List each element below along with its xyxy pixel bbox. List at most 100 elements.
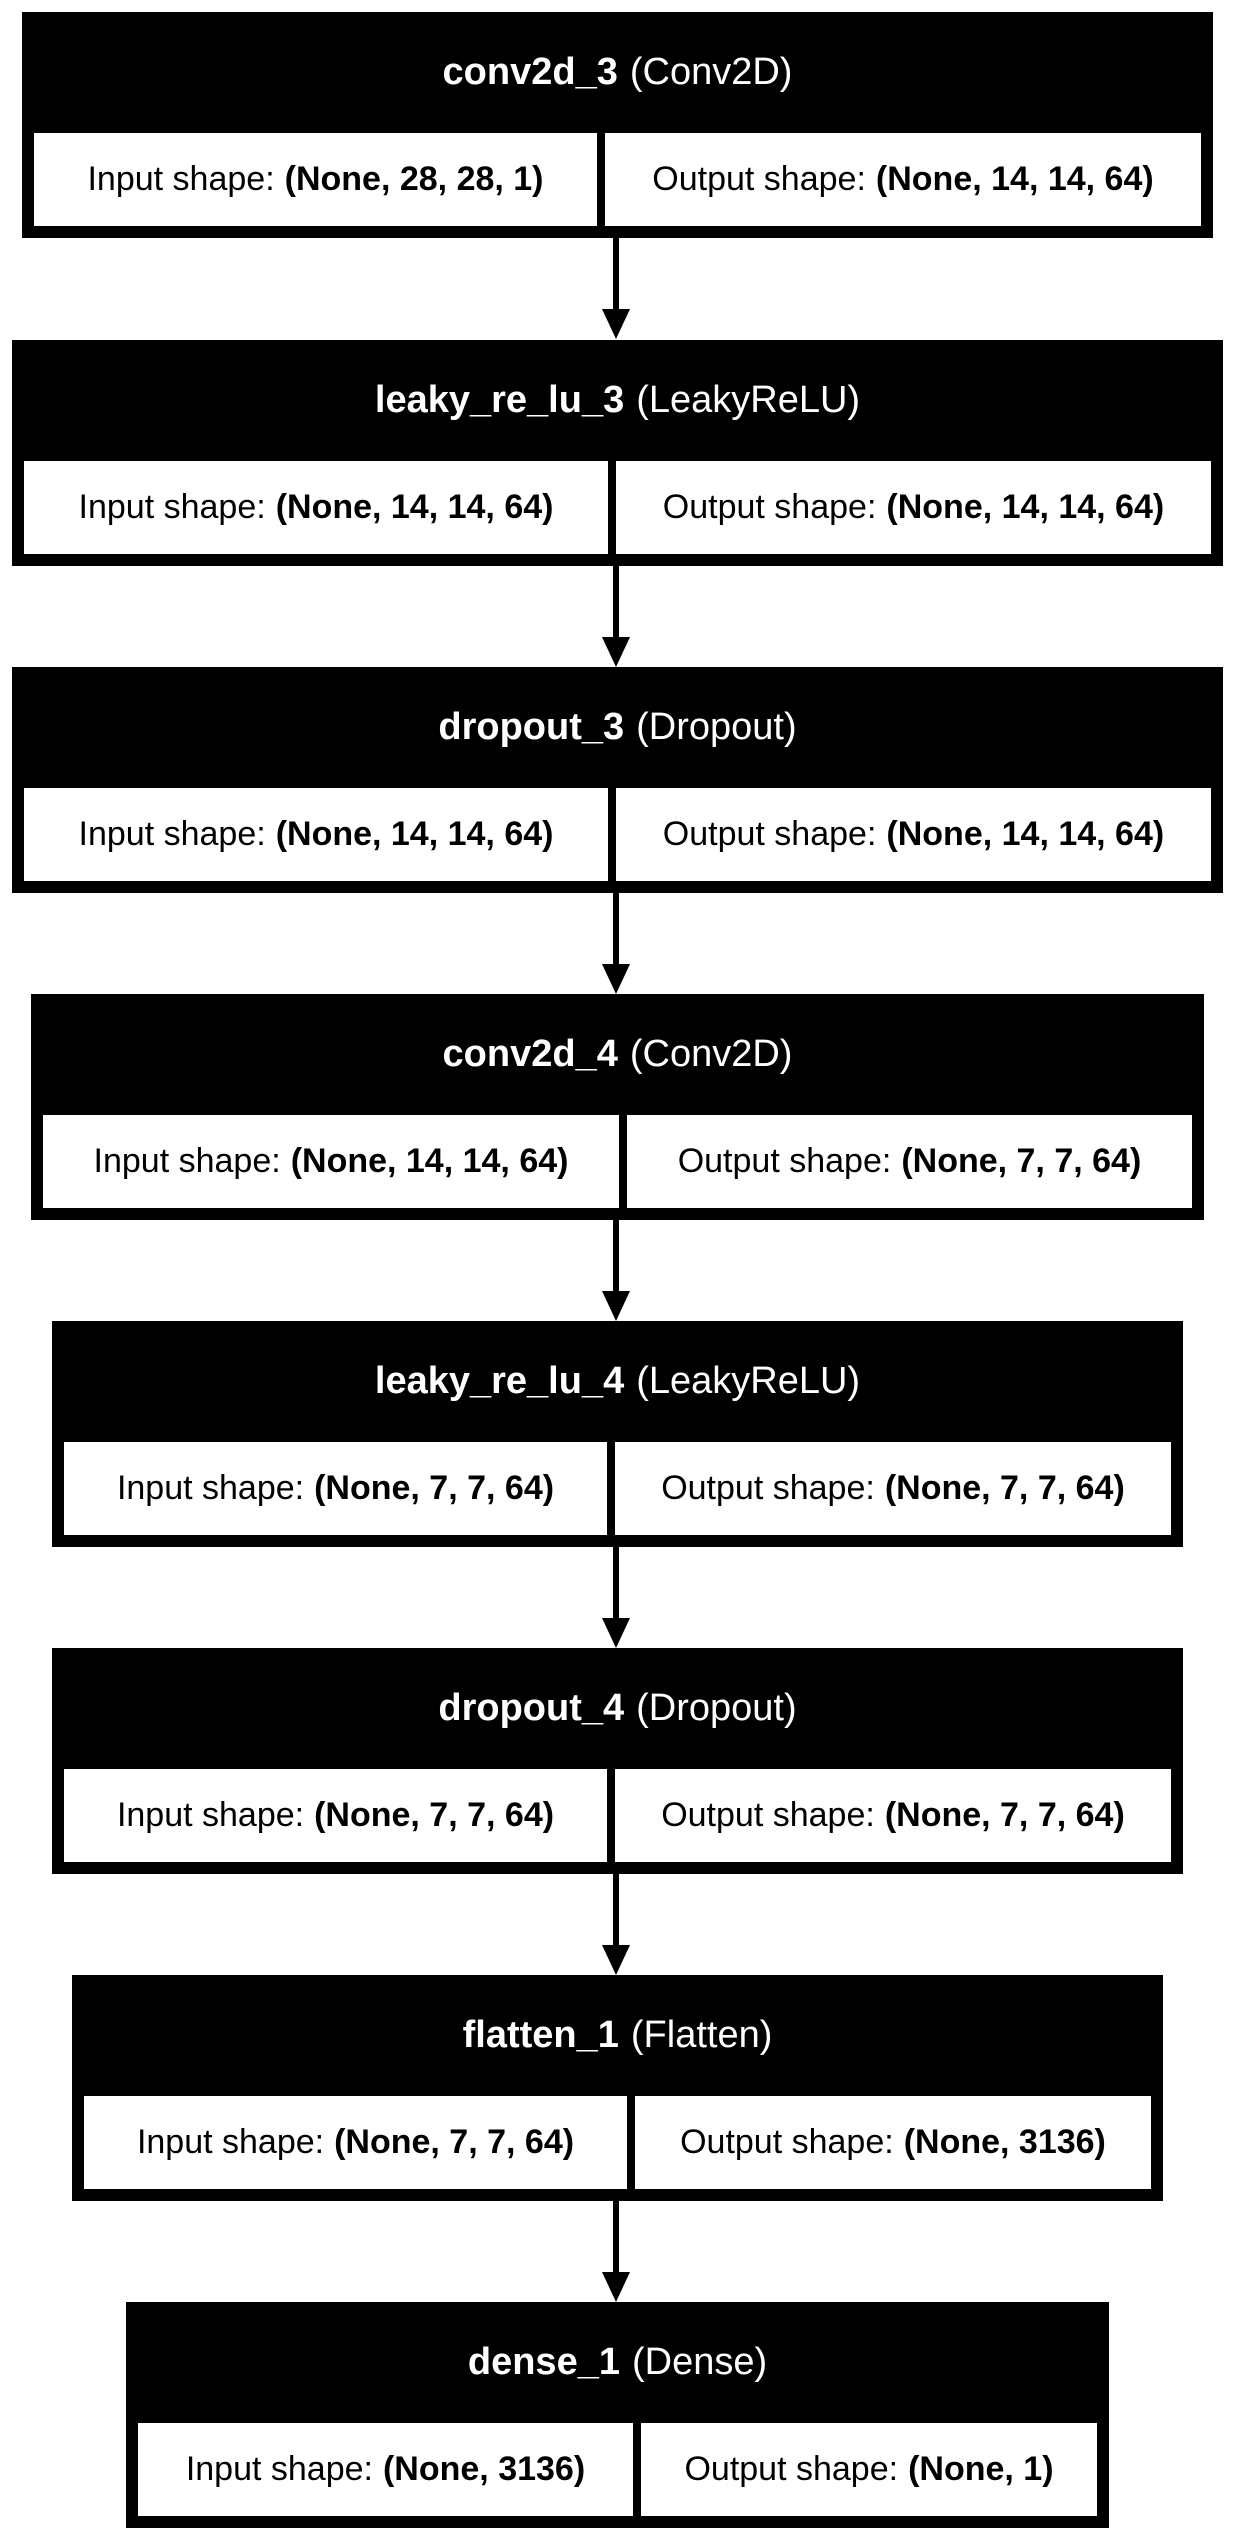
shape-row: Input shape: (None, 28, 28, 1) Output sh…	[34, 133, 1201, 226]
layer-name: flatten_1	[462, 2014, 619, 2056]
output-shape-cell: Output shape: (None, 14, 14, 64)	[616, 788, 1211, 881]
input-shape-value: (None, 7, 7, 64)	[314, 1796, 555, 1834]
edge-connector	[613, 1547, 619, 1619]
edge-connector	[613, 566, 619, 638]
input-shape-label: Input shape:	[116, 1469, 305, 1507]
layer-name: leaky_re_lu_3	[374, 379, 625, 421]
arrowhead-icon	[602, 637, 630, 667]
input-shape-cell: Input shape: (None, 7, 7, 64)	[84, 2096, 627, 2189]
output-shape-value: (None, 7, 7, 64)	[884, 1796, 1125, 1834]
output-shape-label: Output shape:	[662, 815, 877, 853]
layer-name: conv2d_4	[442, 1033, 618, 1075]
input-shape-value: (None, 7, 7, 64)	[334, 2123, 575, 2161]
edge-connector	[613, 238, 619, 310]
layer-type: (Dropout)	[636, 706, 797, 748]
layer-node-dropout-3: dropout_3 (Dropout) Input shape: (None, …	[12, 667, 1223, 893]
input-shape-cell: Input shape: (None, 14, 14, 64)	[43, 1115, 619, 1208]
layer-name: dropout_3	[438, 706, 625, 748]
input-shape-cell: Input shape: (None, 14, 14, 64)	[24, 788, 608, 881]
arrowhead-icon	[602, 309, 630, 339]
layer-type: (Flatten)	[630, 2014, 773, 2056]
layer-header: flatten_1 (Flatten)	[72, 1975, 1163, 2096]
shape-row: Input shape: (None, 7, 7, 64) Output sha…	[84, 2096, 1151, 2189]
layer-type: (Dropout)	[636, 1687, 797, 1729]
layer-type: (Conv2D)	[629, 51, 793, 93]
output-shape-value: (None, 14, 14, 64)	[886, 815, 1165, 853]
layer-header: leaky_re_lu_4 (LeakyReLU)	[52, 1321, 1183, 1442]
layer-node-conv2d-4: conv2d_4 (Conv2D) Input shape: (None, 14…	[31, 994, 1204, 1220]
output-shape-label: Output shape:	[661, 1796, 875, 1834]
shape-row: Input shape: (None, 7, 7, 64) Output sha…	[64, 1442, 1171, 1535]
edge-connector	[613, 893, 619, 965]
layer-node-leaky-re-lu-4: leaky_re_lu_4 (LeakyReLU) Input shape: (…	[52, 1321, 1183, 1547]
input-shape-label: Input shape:	[78, 488, 266, 526]
output-shape-value: (None, 14, 14, 64)	[875, 160, 1154, 198]
input-shape-value: (None, 14, 14, 64)	[275, 488, 554, 526]
output-shape-cell: Output shape: (None, 1)	[641, 2423, 1097, 2516]
output-shape-value: (None, 1)	[908, 2450, 1054, 2488]
output-shape-cell: Output shape: (None, 7, 7, 64)	[627, 1115, 1192, 1208]
edge-connector	[613, 2201, 619, 2273]
layer-header: dropout_3 (Dropout)	[12, 667, 1223, 788]
layer-node-leaky-re-lu-3: leaky_re_lu_3 (LeakyReLU) Input shape: (…	[12, 340, 1223, 566]
layer-header: conv2d_4 (Conv2D)	[31, 994, 1204, 1115]
layer-name: dropout_4	[438, 1687, 625, 1729]
layer-type: (LeakyReLU)	[636, 379, 861, 421]
arrowhead-icon	[602, 964, 630, 994]
output-shape-value: (None, 7, 7, 64)	[884, 1469, 1125, 1507]
output-shape-value: (None, 7, 7, 64)	[901, 1142, 1142, 1180]
layer-node-dense-1: dense_1 (Dense) Input shape: (None, 3136…	[126, 2302, 1109, 2528]
arrowhead-icon	[602, 2272, 630, 2302]
layer-header: dense_1 (Dense)	[126, 2302, 1109, 2423]
arrowhead-icon	[602, 1618, 630, 1648]
output-shape-label: Output shape:	[661, 1469, 875, 1507]
output-shape-label: Output shape:	[662, 488, 877, 526]
layer-name: conv2d_3	[442, 51, 618, 93]
layer-name: leaky_re_lu_4	[374, 1360, 625, 1402]
input-shape-value: (None, 14, 14, 64)	[275, 815, 554, 853]
shape-row: Input shape: (None, 14, 14, 64) Output s…	[24, 461, 1211, 554]
output-shape-cell: Output shape: (None, 7, 7, 64)	[615, 1442, 1171, 1535]
input-shape-cell: Input shape: (None, 14, 14, 64)	[24, 461, 608, 554]
output-shape-cell: Output shape: (None, 14, 14, 64)	[616, 461, 1211, 554]
output-shape-label: Output shape:	[680, 2123, 894, 2161]
input-shape-label: Input shape:	[185, 2450, 373, 2488]
output-shape-value: (None, 3136)	[903, 2123, 1106, 2161]
layer-node-dropout-4: dropout_4 (Dropout) Input shape: (None, …	[52, 1648, 1183, 1874]
input-shape-label: Input shape:	[78, 815, 266, 853]
edge-connector	[613, 1220, 619, 1292]
layer-name: dense_1	[467, 2341, 620, 2383]
layer-header: leaky_re_lu_3 (LeakyReLU)	[12, 340, 1223, 461]
input-shape-value: (None, 14, 14, 64)	[290, 1142, 569, 1180]
shape-row: Input shape: (None, 14, 14, 64) Output s…	[24, 788, 1211, 881]
arrowhead-icon	[602, 1291, 630, 1321]
input-shape-label: Input shape:	[87, 160, 275, 198]
input-shape-value: (None, 28, 28, 1)	[284, 160, 544, 198]
shape-row: Input shape: (None, 3136) Output shape: …	[138, 2423, 1097, 2516]
input-shape-cell: Input shape: (None, 28, 28, 1)	[34, 133, 597, 226]
output-shape-cell: Output shape: (None, 14, 14, 64)	[605, 133, 1201, 226]
input-shape-label: Input shape:	[116, 1796, 305, 1834]
layer-node-conv2d-3: conv2d_3 (Conv2D) Input shape: (None, 28…	[22, 12, 1213, 238]
output-shape-label: Output shape:	[652, 160, 866, 198]
layer-type: (Dense)	[631, 2341, 768, 2383]
layer-header: conv2d_3 (Conv2D)	[22, 12, 1213, 133]
edge-connector	[613, 1874, 619, 1946]
input-shape-cell: Input shape: (None, 3136)	[138, 2423, 633, 2516]
input-shape-value: (None, 7, 7, 64)	[314, 1469, 555, 1507]
input-shape-cell: Input shape: (None, 7, 7, 64)	[64, 1769, 607, 1862]
input-shape-cell: Input shape: (None, 7, 7, 64)	[64, 1442, 607, 1535]
layer-type: (Conv2D)	[629, 1033, 793, 1075]
output-shape-label: Output shape:	[677, 1142, 892, 1180]
layer-header: dropout_4 (Dropout)	[52, 1648, 1183, 1769]
output-shape-cell: Output shape: (None, 7, 7, 64)	[615, 1769, 1171, 1862]
shape-row: Input shape: (None, 7, 7, 64) Output sha…	[64, 1769, 1171, 1862]
shape-row: Input shape: (None, 14, 14, 64) Output s…	[43, 1115, 1192, 1208]
input-shape-label: Input shape:	[136, 2123, 325, 2161]
input-shape-label: Input shape:	[93, 1142, 281, 1180]
output-shape-label: Output shape:	[684, 2450, 899, 2488]
input-shape-value: (None, 3136)	[382, 2450, 586, 2488]
output-shape-value: (None, 14, 14, 64)	[886, 488, 1165, 526]
output-shape-cell: Output shape: (None, 3136)	[635, 2096, 1151, 2189]
arrowhead-icon	[602, 1945, 630, 1975]
